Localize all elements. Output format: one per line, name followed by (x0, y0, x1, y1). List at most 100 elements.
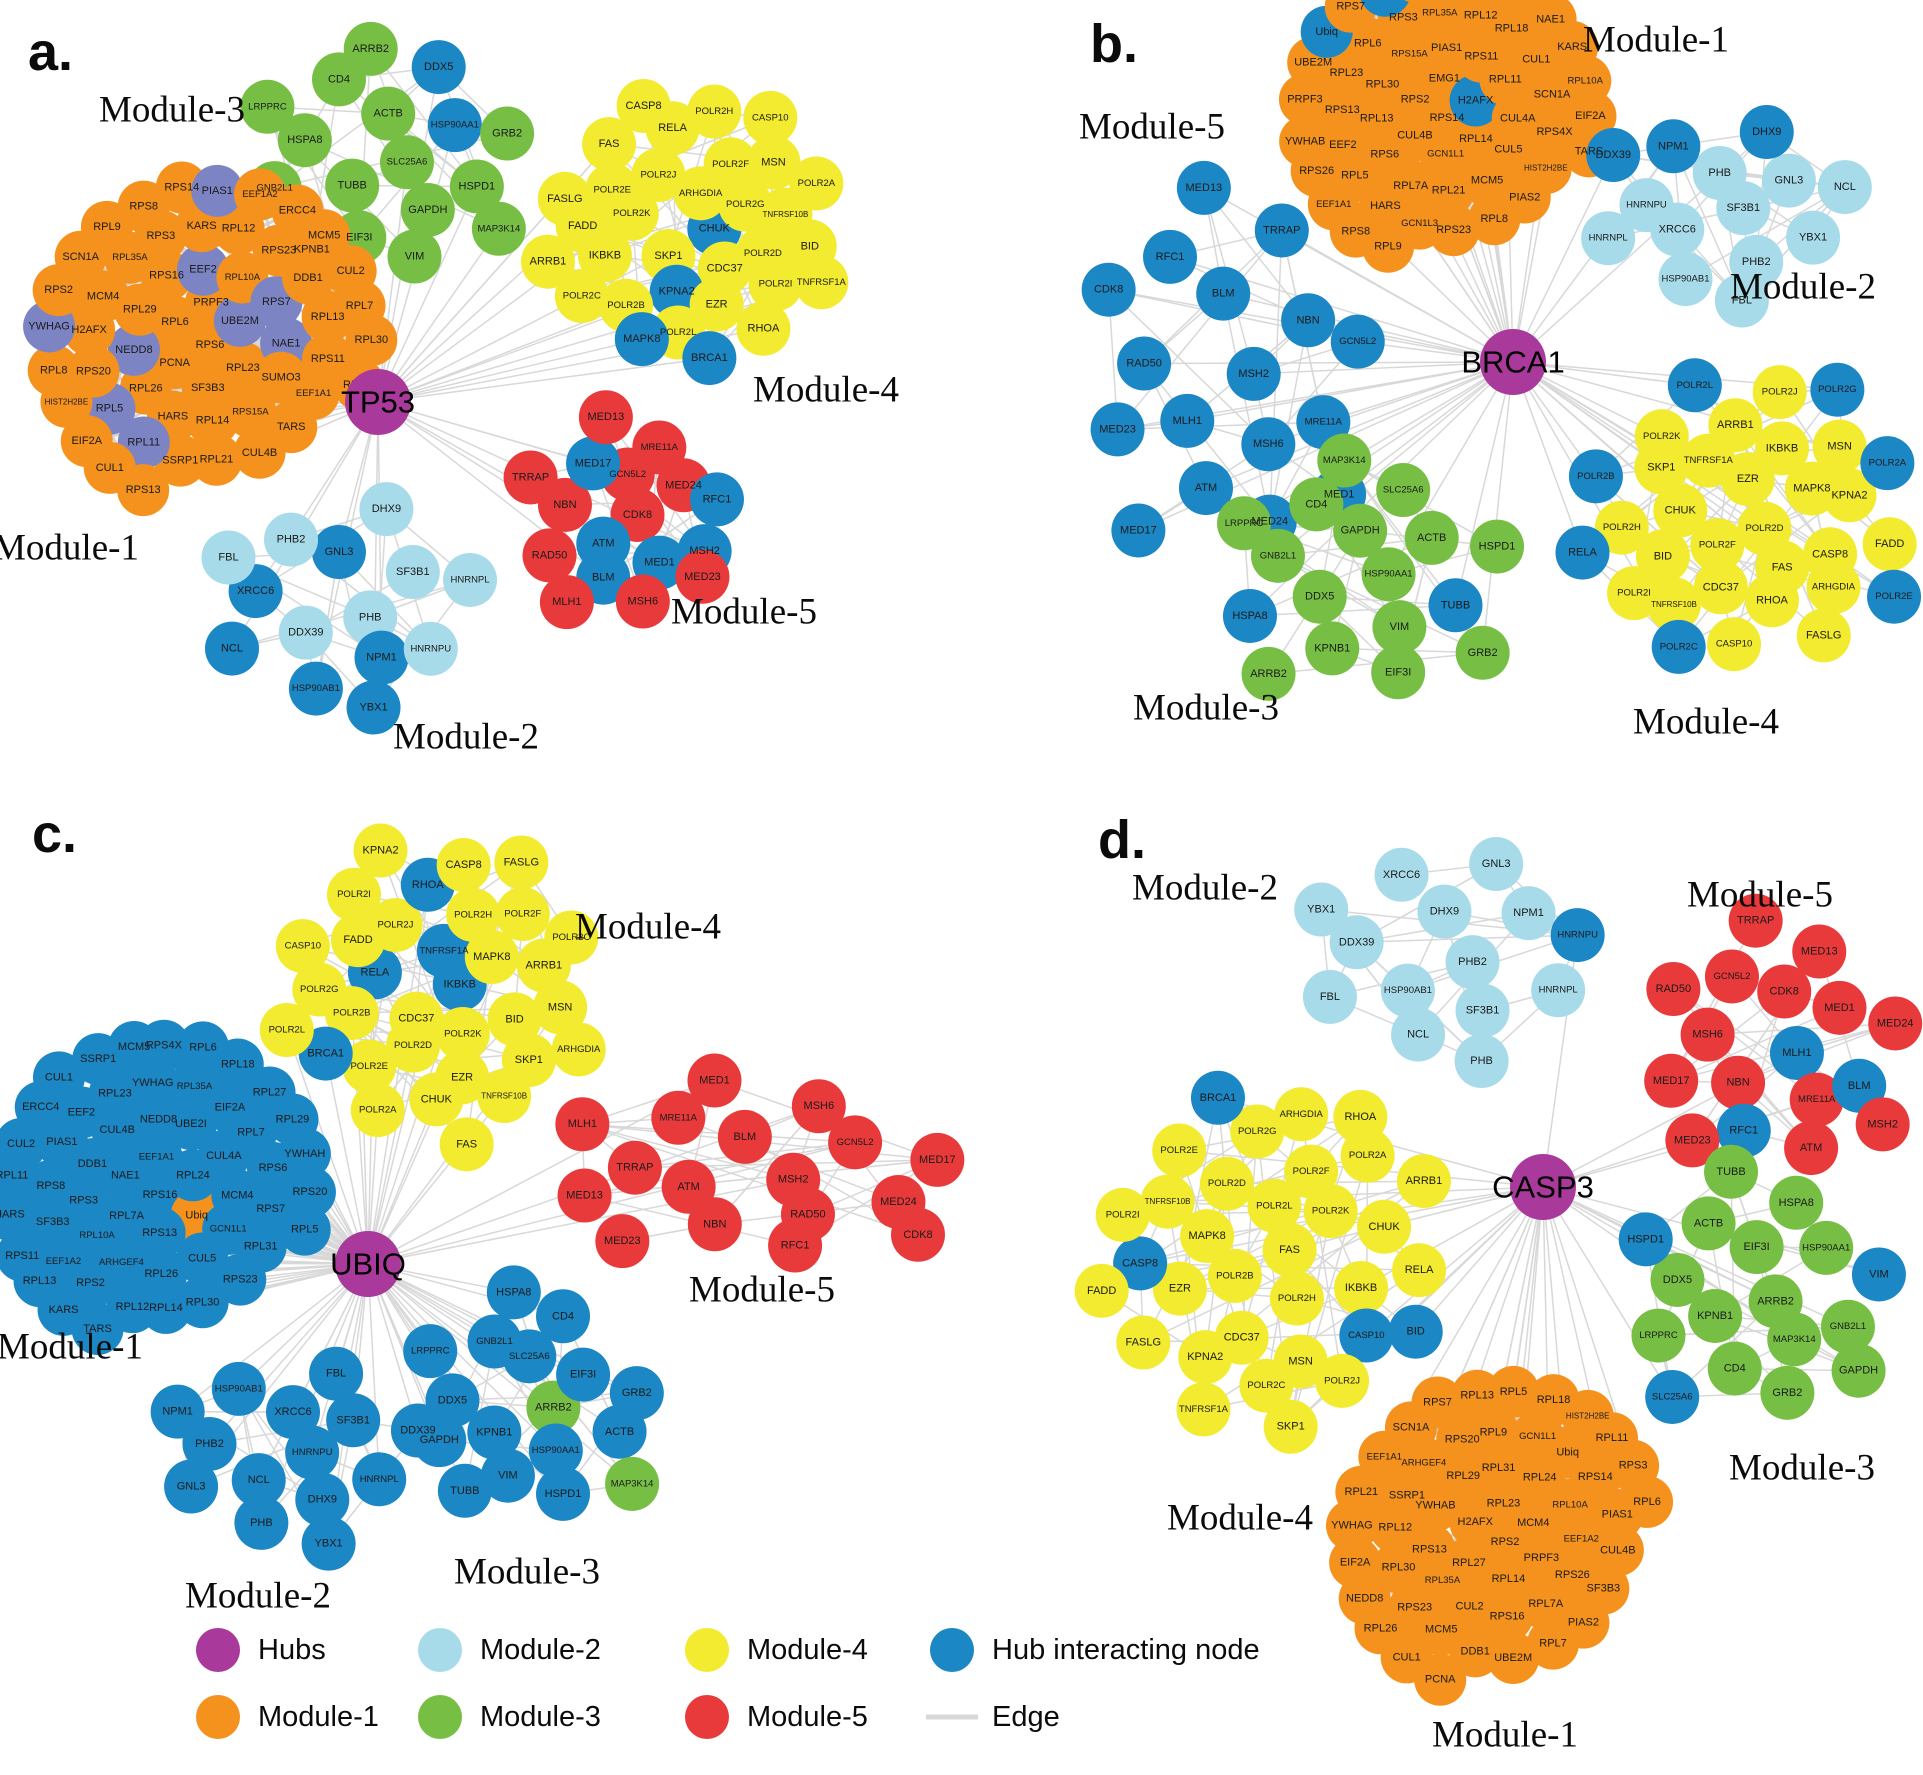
node-FAS[interactable] (582, 117, 637, 172)
node-POLR2B[interactable] (1207, 1248, 1262, 1303)
node-TNFRSF1A[interactable] (1176, 1382, 1231, 1437)
node-ARRB1[interactable] (520, 234, 575, 289)
node-MSN[interactable] (533, 980, 588, 1035)
hub-BRCA1[interactable] (1480, 329, 1546, 395)
node-HSPA8[interactable] (1222, 588, 1277, 643)
node-TNFRSF1A[interactable] (794, 255, 849, 310)
node-CD4[interactable] (536, 1289, 591, 1344)
node-SKP1[interactable] (1263, 1399, 1318, 1454)
node-MED17[interactable] (1111, 503, 1166, 558)
node-MSN[interactable] (746, 135, 801, 190)
node-SLC25A6[interactable] (1376, 463, 1431, 518)
node-RPL6[interactable] (1621, 1475, 1674, 1528)
node-POLR2B[interactable] (1568, 449, 1623, 504)
node-FADD[interactable] (1074, 1263, 1129, 1318)
node-EIF3I[interactable] (1729, 1220, 1784, 1275)
node-CD4[interactable] (1707, 1341, 1762, 1396)
node-RPL5[interactable] (1487, 1365, 1540, 1418)
node-RPL8[interactable] (27, 344, 80, 397)
node-RPL21[interactable] (190, 433, 243, 486)
node-NPM1[interactable] (1501, 886, 1556, 941)
node-PIAS1[interactable] (191, 164, 244, 217)
node-BID[interactable] (1635, 529, 1690, 584)
node-IKBKB[interactable] (1754, 421, 1809, 476)
node-GNL3[interactable] (1469, 837, 1524, 892)
node-ARHGDIA[interactable] (1274, 1087, 1329, 1142)
node-GNB2L1[interactable] (1820, 1299, 1875, 1354)
node-POLR2G[interactable] (292, 962, 347, 1017)
node-BRCA1[interactable] (298, 1026, 353, 1081)
node-POLR2E[interactable] (342, 1039, 397, 1094)
node-EIF3I[interactable] (1371, 645, 1426, 700)
node-MED23[interactable] (595, 1214, 650, 1269)
node-POLR2H[interactable] (1594, 500, 1649, 555)
node-MSH6[interactable] (615, 574, 670, 629)
node-XRCC6[interactable] (266, 1385, 321, 1440)
node-NPM1[interactable] (150, 1384, 205, 1439)
node-KPNB1[interactable] (1688, 1288, 1743, 1343)
node-MED13[interactable] (578, 390, 633, 445)
node-KPNA2[interactable] (353, 823, 408, 878)
node-RPL30[interactable] (1372, 1541, 1425, 1594)
node-DDB1[interactable] (282, 252, 335, 305)
node-POLR2C[interactable] (1239, 1358, 1294, 1413)
node-RAD50[interactable] (1646, 962, 1701, 1017)
node-LRPPRC[interactable] (240, 79, 295, 134)
node-IKBKB[interactable] (1334, 1261, 1389, 1316)
node-CASP10[interactable] (1339, 1308, 1394, 1363)
node-CASP10[interactable] (1707, 617, 1762, 672)
node-RPS7[interactable] (1411, 1376, 1464, 1429)
node-POLR2A[interactable] (350, 1083, 405, 1138)
node-HSPA8[interactable] (277, 113, 332, 168)
node-RPL3[interactable] (1359, 0, 1411, 17)
node-UBE2I[interactable] (164, 1098, 217, 1151)
node-TRRAP[interactable] (607, 1140, 662, 1195)
node-POLR2D[interactable] (1199, 1156, 1254, 1211)
node-MED23[interactable] (675, 549, 730, 604)
node-RPL5[interactable] (278, 1203, 331, 1256)
node-TRRAP[interactable] (1728, 893, 1783, 948)
node-MAP3K14[interactable] (605, 1456, 660, 1511)
node-HNRNPU[interactable] (1550, 908, 1605, 963)
node-XRCC6[interactable] (1374, 847, 1429, 902)
node-HARS[interactable] (0, 1188, 36, 1241)
node-FASLG[interactable] (537, 171, 592, 226)
node-MSH6[interactable] (1680, 1007, 1735, 1062)
node-SF3B1[interactable] (1455, 983, 1510, 1038)
node-POLR2E[interactable] (1152, 1123, 1207, 1178)
node-GAPDH[interactable] (1831, 1343, 1886, 1398)
node-MSH2[interactable] (1855, 1097, 1910, 1152)
node-MED24[interactable] (1868, 996, 1923, 1051)
node-TNFRSF1A[interactable] (416, 923, 471, 978)
node-ACTB[interactable] (361, 86, 416, 141)
node-SF3B1[interactable] (326, 1393, 381, 1448)
node-KPNB1[interactable] (467, 1405, 522, 1460)
node-RHOA[interactable] (1333, 1089, 1388, 1144)
node-POLR2G[interactable] (1230, 1104, 1285, 1159)
node-BID[interactable] (487, 992, 542, 1047)
node-DHX9[interactable] (295, 1472, 350, 1527)
node-HSPA8[interactable] (1769, 1175, 1824, 1230)
hub-CASP3[interactable] (1510, 1154, 1576, 1220)
node-TUBB[interactable] (1428, 578, 1483, 633)
node-VIM[interactable] (1372, 600, 1427, 655)
node-HNRNPU[interactable] (403, 621, 458, 676)
node-GRB2[interactable] (480, 106, 535, 161)
node-HSPD1[interactable] (449, 159, 504, 214)
node-NCL[interactable] (205, 621, 260, 676)
node-MLH1[interactable] (555, 1097, 610, 1152)
node-POLR2I[interactable] (327, 867, 382, 922)
node-RAD50[interactable] (1117, 336, 1172, 391)
node-RPL14[interactable] (186, 394, 239, 447)
node-RFC1[interactable] (1716, 1103, 1771, 1158)
node-DHX9[interactable] (1417, 884, 1472, 939)
node-MED23[interactable] (1665, 1113, 1720, 1168)
node-DHX9[interactable] (1739, 105, 1794, 160)
node-KPNA2[interactable] (1822, 468, 1877, 523)
node-POLR2I[interactable] (1607, 566, 1662, 621)
node-MLH1[interactable] (539, 575, 594, 630)
node-HSP90AB1[interactable] (1380, 963, 1435, 1018)
node-CHUK[interactable] (409, 1072, 464, 1127)
node-POLR2L[interactable] (1247, 1178, 1302, 1233)
node-ARRB1[interactable] (1708, 398, 1763, 453)
